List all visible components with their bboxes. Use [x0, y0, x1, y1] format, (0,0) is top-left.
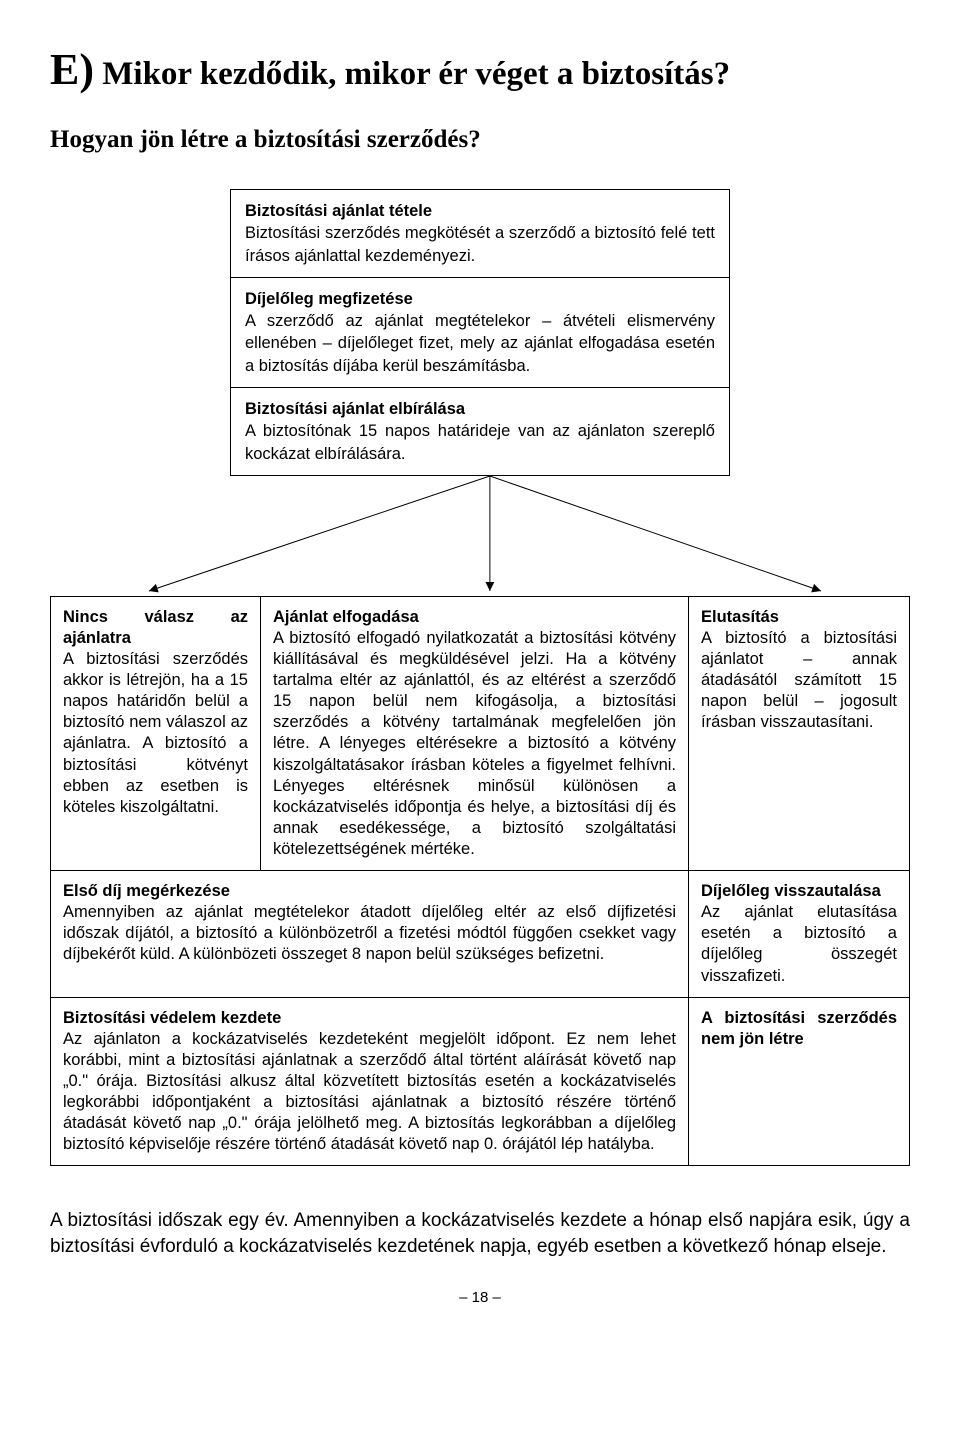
- stage-body: A szerződő az ajánlat megtételekor – átv…: [245, 312, 715, 375]
- cell-title: Díjelőleg visszautalása: [701, 881, 897, 902]
- grid-cell: A biztosítási szerződés nem jön létre: [689, 997, 909, 1166]
- page-number: – 18 –: [50, 1288, 910, 1308]
- grid-cell: Ajánlat elfogadása A biztosító elfogadó …: [261, 597, 689, 870]
- stage-title: Biztosítási ajánlat elbírálása: [245, 398, 715, 420]
- stage-title: Biztosítási ajánlat tétele: [245, 200, 715, 222]
- cell-title: A biztosítási szerződés nem jön létre: [701, 1008, 897, 1050]
- cell-body: A biztosító a biztosítási ajánlatot – an…: [701, 629, 897, 731]
- cell-title: Ajánlat elfogadása: [273, 607, 676, 628]
- section-letter: E): [50, 45, 94, 94]
- grid-cell: Nincs válasz az ajánlatra A biztosítási …: [51, 597, 261, 870]
- title-text: Mikor kezdődik, mikor ér véget a biztosí…: [102, 56, 730, 92]
- closing-paragraph: A biztosítási időszak egy év. Amennyiben…: [50, 1208, 910, 1259]
- cell-body: A biztosító elfogadó nyilatkozatát a biz…: [273, 629, 676, 858]
- cell-body: Az ajánlat elutasítása esetén a biztosít…: [701, 903, 897, 984]
- grid-cell: Elutasítás A biztosító a biztosítási ajá…: [689, 597, 909, 870]
- stage-cell: Biztosítási ajánlat tétele Biztosítási s…: [231, 190, 729, 277]
- stage-cell: Biztosítási ajánlat elbírálása A biztosí…: [231, 387, 729, 475]
- cell-title: Nincs válasz az ajánlatra: [63, 607, 248, 649]
- stage-title: Díjelőleg megfizetése: [245, 288, 715, 310]
- cell-body: Amennyiben az ajánlat megtételekor átado…: [63, 903, 676, 963]
- top-stages-box: Biztosítási ajánlat tétele Biztosítási s…: [230, 189, 730, 476]
- stage-cell: Díjelőleg megfizetése A szerződő az aján…: [231, 277, 729, 387]
- cell-body: Az ajánlaton a kockázatviselés kezdeteké…: [63, 1030, 676, 1154]
- stage-body: Biztosítási szerződés megkötését a szerz…: [245, 224, 715, 264]
- grid-cell: Díjelőleg visszautalása Az ajánlat eluta…: [689, 870, 909, 997]
- grid-cell: Biztosítási védelem kezdete Az ajánlaton…: [51, 997, 689, 1166]
- cell-title: Elutasítás: [701, 607, 897, 628]
- arrows-svg: [50, 476, 910, 596]
- page-subtitle: Hogyan jön létre a biztosítási szerződés…: [50, 123, 910, 157]
- grid-cell: Első díj megérkezése Amennyiben az ajánl…: [51, 870, 689, 997]
- page-title: E) Mikor kezdődik, mikor ér véget a bizt…: [50, 40, 910, 99]
- cell-title: Biztosítási védelem kezdete: [63, 1008, 676, 1029]
- outcomes-grid: Nincs válasz az ajánlatra A biztosítási …: [50, 596, 910, 1167]
- cell-body: A biztosítási szerződés akkor is létrejö…: [63, 650, 248, 816]
- cell-title: Első díj megérkezése: [63, 881, 676, 902]
- stage-body: A biztosítónak 15 napos határideje van a…: [245, 422, 715, 462]
- branch-arrows: [50, 476, 910, 596]
